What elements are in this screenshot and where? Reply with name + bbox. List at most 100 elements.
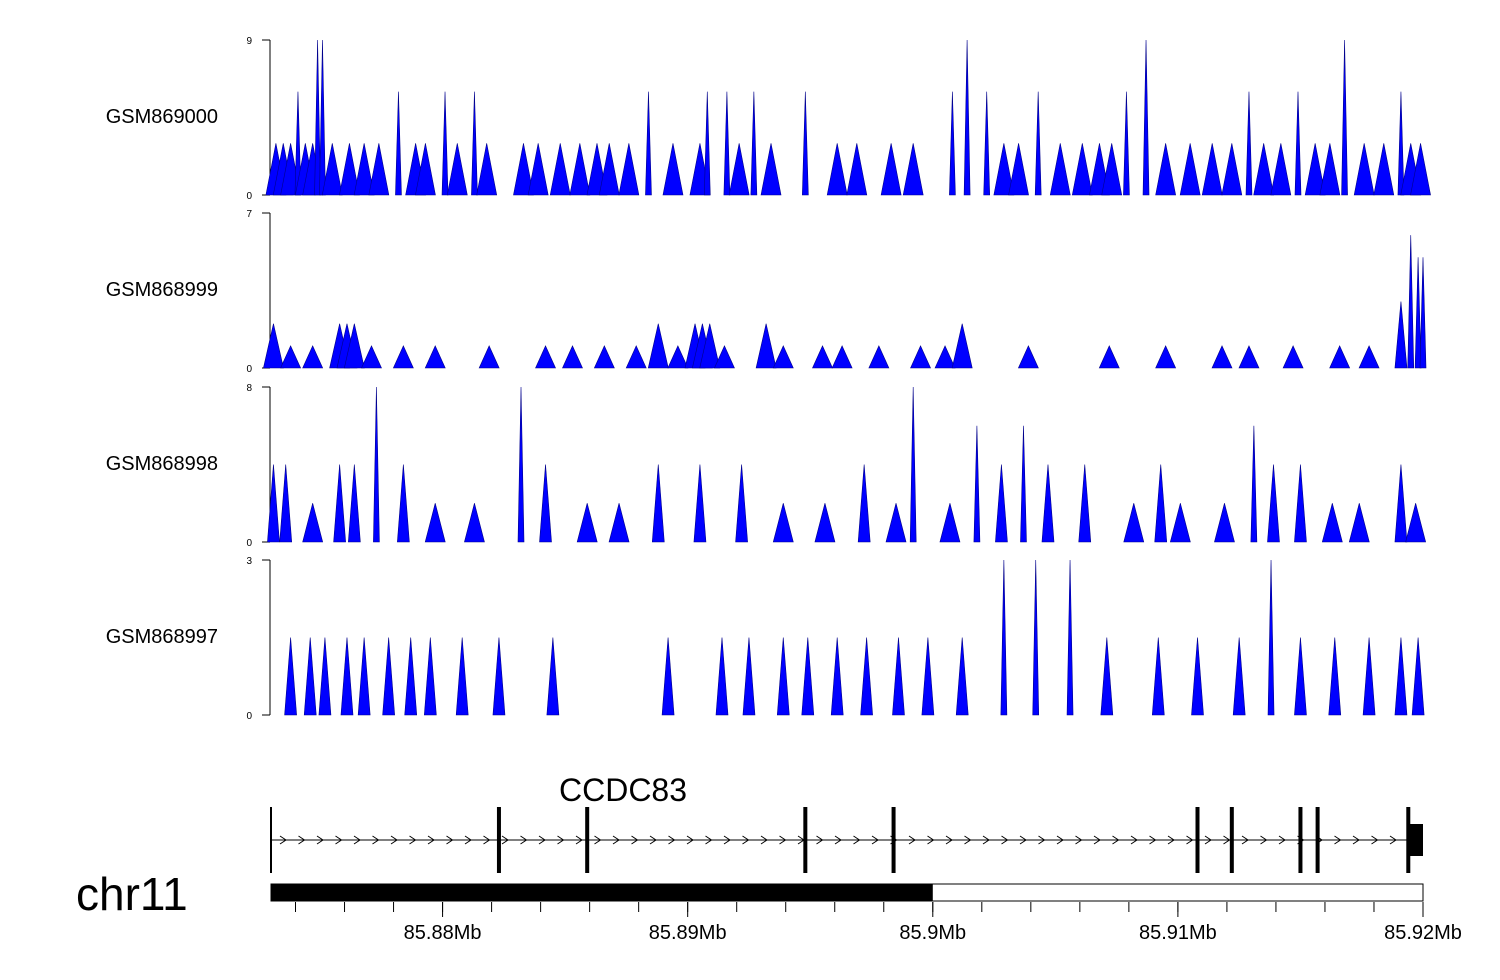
exon — [585, 807, 590, 873]
coverage-peak — [340, 637, 354, 716]
coverage-peak — [368, 143, 390, 196]
coverage-peak — [880, 143, 902, 196]
coverage-peak — [1373, 143, 1395, 196]
coverage-peak — [478, 345, 500, 369]
coverage-peak — [846, 143, 868, 196]
coverage-peak — [318, 637, 332, 716]
coverage-peak — [1319, 143, 1341, 196]
coverage-peak — [562, 345, 583, 369]
coverage-peak — [404, 637, 418, 716]
coverage-peak — [645, 91, 652, 196]
coverage-peak — [812, 345, 833, 369]
coverage-peak — [1000, 559, 1008, 716]
coverage-peak — [1362, 637, 1376, 716]
coverage-peak — [267, 464, 280, 543]
y-tick-label-min: 0 — [246, 191, 252, 202]
strand-arrow — [501, 835, 509, 845]
coverage-peak — [1017, 345, 1039, 369]
exon — [1298, 807, 1303, 873]
coverage-peak — [1179, 143, 1201, 196]
coverage-peak — [1328, 637, 1342, 716]
y-tick-label-max: 9 — [246, 36, 252, 47]
coverage-peak — [1214, 503, 1235, 543]
coverage-peak — [319, 39, 326, 196]
coverage-peak — [303, 637, 317, 716]
coverage-peak — [772, 345, 794, 369]
coverage-peak — [382, 637, 395, 716]
coverage-peak — [909, 386, 917, 543]
coverage-peak — [760, 143, 782, 196]
y-tick-label-min: 0 — [246, 364, 252, 375]
x-tick-label: 85.88Mb — [404, 922, 482, 944]
strand-arrow — [1167, 835, 1175, 845]
exon — [1315, 807, 1320, 873]
coverage-peak — [1294, 637, 1307, 716]
coverage-peak — [1066, 559, 1074, 716]
coverage-peak — [598, 143, 620, 196]
strand-arrow — [594, 835, 602, 845]
exon — [496, 807, 501, 873]
strand-arrow — [1223, 835, 1231, 845]
coverage-peak — [910, 345, 931, 369]
strand-arrow — [427, 835, 435, 845]
coverage-peak — [1151, 637, 1165, 716]
strand-arrow — [760, 835, 768, 845]
coverage-peak — [1245, 91, 1253, 196]
track-gsm868999: GSM868999 7 0 — [106, 209, 1427, 375]
coverage-peak — [593, 345, 615, 369]
coverage-peak — [1049, 143, 1071, 196]
coverage-peak — [546, 637, 560, 716]
coverage-peak — [1414, 257, 1422, 369]
y-tick-label-min: 0 — [246, 538, 252, 549]
coverage-peak — [1032, 559, 1040, 716]
coverage-peak — [1348, 503, 1370, 543]
y-tick-label-min: 0 — [246, 711, 252, 722]
strand-arrow — [871, 835, 879, 845]
strand-arrow — [1371, 835, 1379, 845]
coverage-peak — [446, 143, 468, 196]
strand-arrow — [779, 835, 787, 845]
coverage-peak — [471, 91, 478, 196]
coverage-peak — [772, 503, 794, 543]
strand-arrow — [1352, 835, 1360, 845]
coverage-peak — [1211, 345, 1233, 369]
coverage-peak — [549, 143, 571, 196]
strand-arrow — [1260, 835, 1268, 845]
coverage-peak — [921, 637, 935, 716]
coverage-peak — [455, 637, 469, 716]
strand-arrow — [631, 835, 639, 845]
coverage-peak — [1098, 345, 1120, 369]
coverage-peak — [1020, 425, 1027, 543]
coverage-peak — [983, 91, 991, 196]
coverage-peak — [955, 637, 969, 716]
coverage-peak — [527, 143, 549, 196]
x-tick-label: 85.9Mb — [899, 922, 966, 944]
strand-arrow — [1186, 835, 1194, 845]
coverage-peak — [667, 345, 689, 369]
track-label: GSM868999 — [106, 279, 218, 301]
coverage-peak — [392, 345, 414, 369]
coverage-peak — [1304, 143, 1326, 196]
coverage-peak — [661, 637, 675, 716]
coverage-peak — [892, 637, 905, 716]
coverage-peak — [576, 503, 598, 543]
strand-arrow — [316, 835, 324, 845]
coverage-peak — [424, 345, 446, 369]
coverage-peak — [939, 503, 961, 543]
strand-arrow — [816, 835, 824, 845]
coverage-peak — [1232, 637, 1246, 716]
coverage-peak — [302, 503, 324, 543]
coverage-peak — [934, 345, 956, 369]
exon — [1229, 807, 1234, 873]
coverage-peak — [662, 143, 684, 196]
strand-arrow — [575, 835, 583, 845]
strand-arrow — [723, 835, 731, 845]
coverage-peak — [1358, 345, 1380, 369]
strand-arrow — [1334, 835, 1342, 845]
track-gsm868997: GSM868997 3 0 — [106, 556, 1425, 722]
strand-arrow — [390, 835, 398, 845]
strand-arrow — [409, 835, 417, 845]
strand-arrow — [279, 835, 287, 845]
coverage-peak — [1041, 464, 1055, 543]
coverage-peak — [279, 464, 293, 543]
